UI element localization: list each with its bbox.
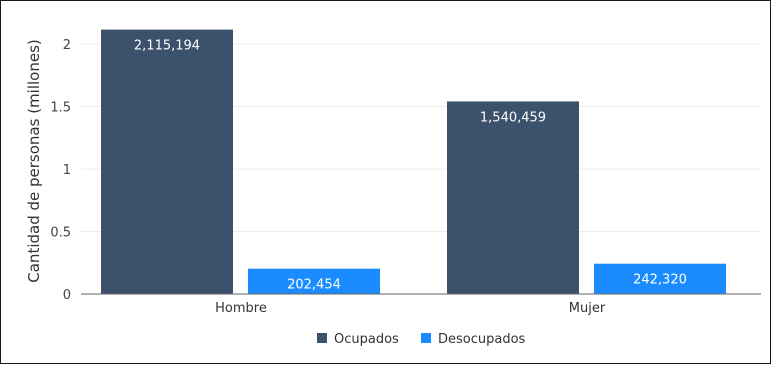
x-tick-label: Hombre — [215, 301, 267, 316]
data-label: 1,540,459 — [480, 110, 546, 125]
bar-desocupados-mujer — [594, 263, 726, 294]
legend-label: Ocupados — [334, 332, 399, 347]
y-tick-label: 1 — [63, 163, 71, 178]
data-label: 202,454 — [287, 278, 341, 293]
x-tick-label: Mujer — [569, 301, 606, 316]
y-tick-label: 0 — [63, 288, 71, 303]
y-tick-label: 0.5 — [50, 226, 71, 241]
y-axis-label: Cantidad de personas (millones) — [25, 39, 43, 282]
legend-swatch — [317, 333, 327, 343]
bar-desocupados-hombre — [248, 268, 380, 294]
data-label: 2,115,194 — [134, 39, 200, 54]
legend: Ocupados Desocupados — [317, 332, 526, 347]
axes: 0 0.5 1 1.5 2 Hombre Mujer — [50, 38, 761, 316]
legend-label: Desocupados — [438, 332, 526, 347]
y-tick-label: 1.5 — [50, 101, 71, 116]
legend-swatch — [421, 333, 431, 343]
bar-ocupados-mujer — [447, 101, 579, 294]
data-label: 242,320 — [633, 273, 687, 288]
bar-ocupados-hombre — [101, 29, 233, 295]
y-tick-label: 2 — [63, 38, 71, 53]
bars — [101, 29, 726, 295]
data-labels: 2,115,194 1,540,459 202,454 242,320 — [134, 39, 687, 293]
